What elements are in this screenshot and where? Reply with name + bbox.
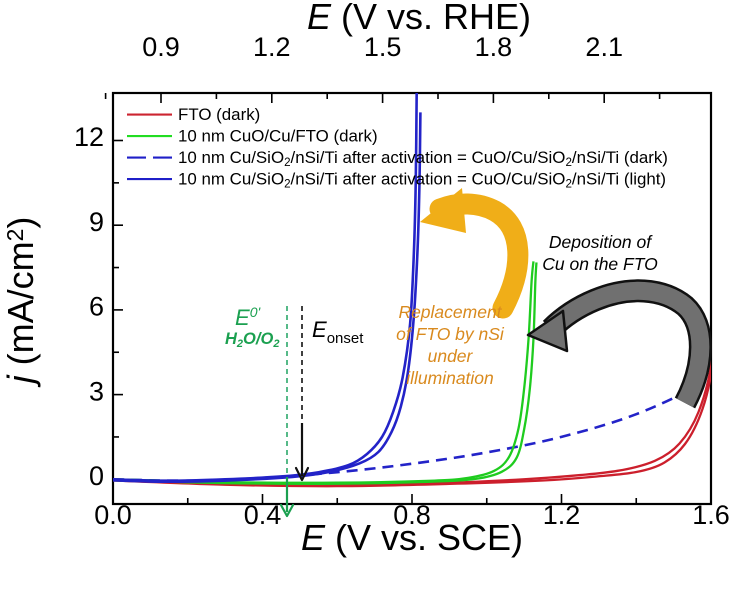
svg-text:12: 12 xyxy=(74,122,104,152)
svg-text:Cu on the FTO: Cu on the FTO xyxy=(542,254,658,274)
svg-text:10 nm Cu/SiO2/nSi/Ti after act: 10 nm Cu/SiO2/nSi/Ti after activation = … xyxy=(178,148,668,169)
svg-text:FTO (dark): FTO (dark) xyxy=(178,105,260,124)
svg-text:1.5: 1.5 xyxy=(364,32,402,62)
svg-text:j (mA/cm2): j (mA/cm2) xyxy=(0,217,41,389)
svg-text:0.9: 0.9 xyxy=(142,32,180,62)
svg-text:10 nm Cu/SiO2/nSi/Ti after act: 10 nm Cu/SiO2/nSi/Ti after activation = … xyxy=(178,170,666,191)
svg-text:0.4: 0.4 xyxy=(244,500,282,530)
svg-text:1.8: 1.8 xyxy=(475,32,513,62)
svg-text:of FTO by nSi: of FTO by nSi xyxy=(396,324,505,344)
svg-text:illumination: illumination xyxy=(406,368,494,388)
svg-text:1.2: 1.2 xyxy=(543,500,581,530)
svg-text:Replacement: Replacement xyxy=(398,302,502,322)
svg-text:1.6: 1.6 xyxy=(692,500,729,530)
svg-text:0.0: 0.0 xyxy=(94,500,132,530)
svg-text:under: under xyxy=(428,346,474,366)
svg-text:Eonset: Eonset xyxy=(312,317,364,347)
svg-text:E0': E0' xyxy=(235,304,261,330)
svg-text:0: 0 xyxy=(89,461,104,491)
svg-text:9: 9 xyxy=(89,207,104,237)
svg-text:6: 6 xyxy=(89,292,104,322)
svg-text:2.1: 2.1 xyxy=(585,32,623,62)
svg-text:3: 3 xyxy=(89,376,104,406)
svg-text:10 nm CuO/Cu/FTO (dark): 10 nm CuO/Cu/FTO (dark) xyxy=(178,127,378,146)
svg-text:E (V vs. SCE): E (V vs. SCE) xyxy=(301,517,523,558)
svg-text:Deposition of: Deposition of xyxy=(549,232,653,252)
svg-text:1.2: 1.2 xyxy=(253,32,291,62)
svg-text:H2O/O2: H2O/O2 xyxy=(225,330,279,350)
